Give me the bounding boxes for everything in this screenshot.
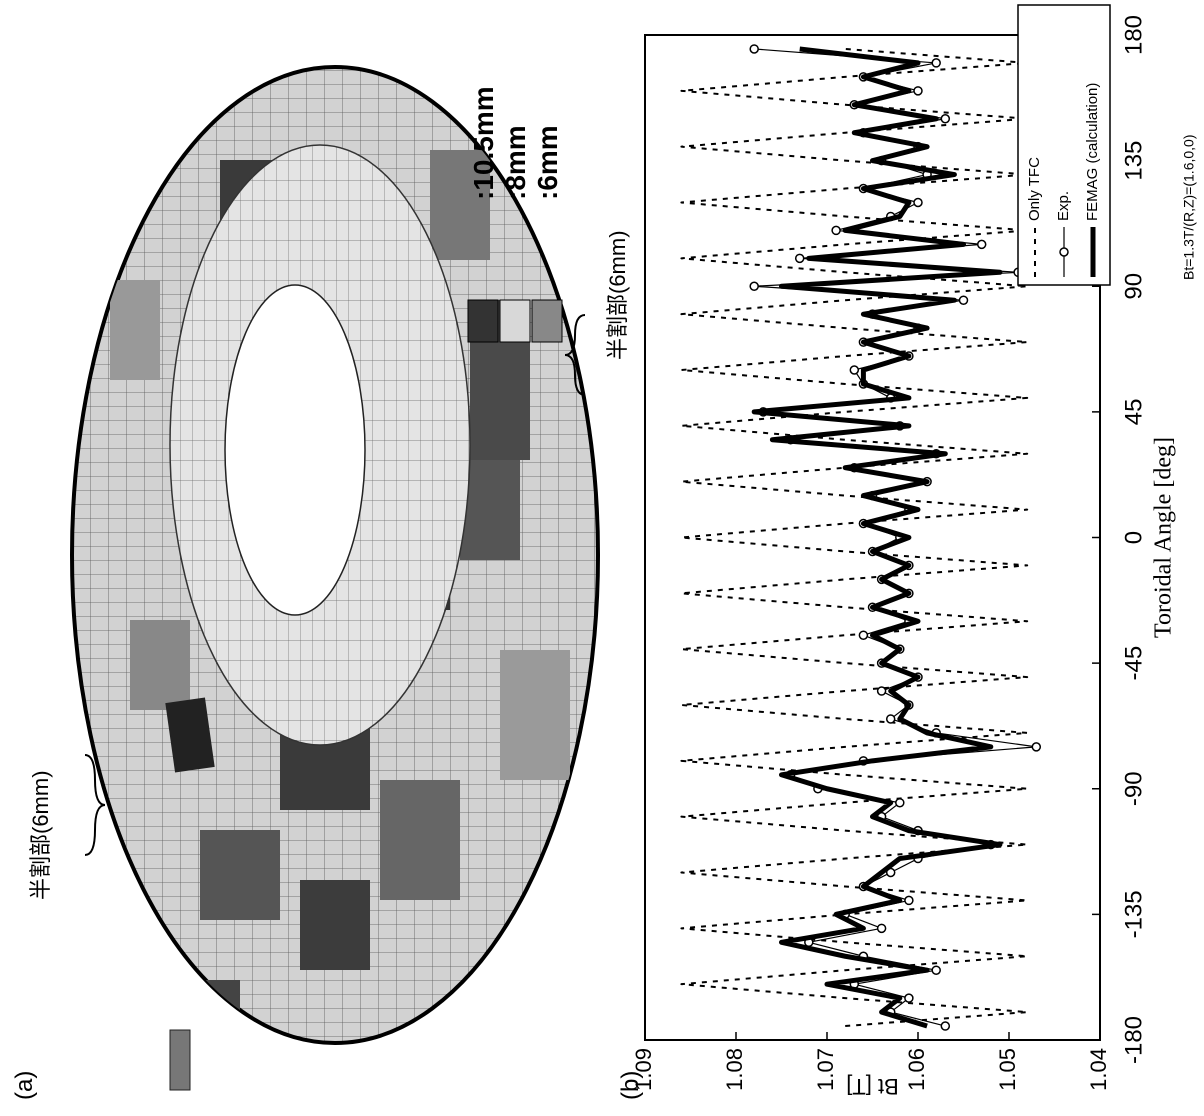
y-tick-label: 1.09 [631,1048,656,1091]
data-point [940,114,951,124]
data-point [794,253,805,264]
data-point [849,365,860,375]
series-line [680,47,1029,1028]
legend-swatch [467,299,499,343]
x-tick-label: -45 [1120,646,1147,681]
legend-label: :6mm [532,125,563,200]
data-point [940,1021,951,1031]
data-point [913,197,923,208]
x-tick-label: 180 [1120,15,1147,55]
y-tick-label: 1.05 [995,1048,1020,1091]
legend-swatch [531,299,563,343]
y-tick-label: 1.07 [813,1048,838,1091]
brace [84,754,106,856]
x-tick-label: -90 [1120,771,1147,806]
series-line [751,46,1003,1029]
x-tick-label: -135 [1120,890,1147,938]
legend-swatch [499,299,531,343]
x-tick-label: 90 [1120,273,1147,300]
data-point [885,714,896,724]
legend-label: :8mm [500,125,531,200]
data-point [913,86,923,96]
data-point [904,993,914,1003]
data-point [976,239,987,250]
x-tick-label: 135 [1120,141,1147,181]
brace [564,314,586,396]
data-point [958,295,969,305]
callout: 半割部(6mm) [28,770,53,900]
panel-label: (a) [11,1071,38,1100]
data-point [931,965,941,975]
legend-box [1017,4,1111,286]
chart: -180 -135 -90 -45 0 45 90 135 180 1.04 1.05 1.06 1.0… [631,4,1197,1099]
data-point [931,58,941,68]
legend-label: FEMAG (calculation) [1084,83,1101,221]
panel-label: (b) [617,1071,644,1100]
data-point [749,281,759,291]
data-point [876,923,887,934]
y-tick-label: 1.08 [722,1048,747,1091]
legend-label: Only TFC [1026,157,1043,221]
data-point [831,225,841,236]
torus [70,65,600,1091]
y-axis-title: Bt [T] [846,1074,899,1099]
legend-label: :10.5mm [468,86,499,200]
annotation: Bt=1.3T/(R,Z)=(1.6,0,0) [1181,135,1197,281]
x-tick-label: 0 [1120,531,1147,544]
x-tick-label: -180 [1120,1016,1147,1064]
x-axis-title: Toroidal Angle [deg] [1151,437,1177,638]
data-point [895,797,905,808]
legend-marker [1059,247,1069,257]
thickness-legend: :10.5mm :8mm :6mm [467,86,563,343]
callout: 半割部(6mm) [605,230,630,360]
data-point [1031,742,1042,752]
y-tick-label: 1.04 [1086,1048,1111,1091]
y-tick-label: 1.06 [904,1048,929,1091]
x-tick-label: 45 [1120,399,1147,426]
data-point [749,44,759,54]
data-point [876,686,887,696]
data-point [904,895,914,906]
legend-label: Exp. [1055,191,1072,221]
data-point [858,630,869,640]
